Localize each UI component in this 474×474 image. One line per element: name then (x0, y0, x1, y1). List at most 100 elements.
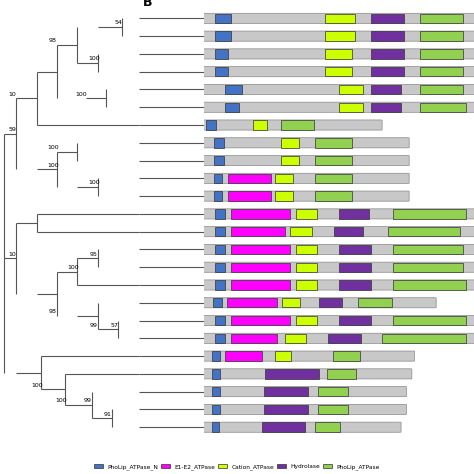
Bar (296, 245, 317, 254)
Text: •PcApt1: •PcApt1 (206, 120, 237, 129)
Bar (327, 369, 356, 379)
Bar (215, 280, 226, 290)
Bar (339, 316, 371, 325)
Bar (215, 31, 231, 41)
Bar (393, 280, 466, 290)
Bar (358, 298, 392, 308)
Bar (228, 173, 271, 183)
Text: 95: 95 (90, 252, 98, 256)
FancyBboxPatch shape (201, 369, 412, 379)
Text: ScDrs2: ScDrs2 (206, 138, 233, 147)
Bar (228, 191, 271, 201)
Bar (328, 334, 361, 343)
Bar (275, 191, 293, 201)
Bar (225, 351, 262, 361)
FancyBboxPatch shape (201, 387, 406, 397)
Bar (231, 245, 290, 254)
Text: 98: 98 (49, 38, 57, 43)
Bar (296, 263, 317, 272)
Bar (393, 245, 463, 254)
FancyBboxPatch shape (201, 298, 436, 308)
Text: 100: 100 (76, 91, 87, 97)
Bar (325, 31, 355, 41)
Text: NcApt3: NcApt3 (206, 191, 234, 201)
Bar (315, 191, 352, 201)
Bar (333, 351, 360, 361)
Bar (325, 49, 353, 59)
Bar (281, 120, 314, 130)
Bar (215, 67, 228, 76)
Bar (420, 14, 463, 23)
Bar (227, 298, 277, 308)
Bar (215, 209, 226, 219)
Bar (319, 298, 342, 308)
Bar (215, 49, 228, 59)
Text: B: B (143, 0, 152, 9)
FancyBboxPatch shape (201, 102, 474, 112)
Bar (339, 245, 371, 254)
Text: 57: 57 (110, 323, 118, 328)
Text: AnDnfC: AnDnfC (206, 227, 235, 236)
FancyBboxPatch shape (201, 404, 406, 414)
Bar (339, 280, 371, 290)
Bar (275, 173, 293, 183)
Bar (388, 227, 460, 237)
Bar (282, 298, 300, 308)
Bar (215, 227, 226, 237)
Text: MgApt4: MgApt4 (206, 298, 236, 307)
Text: MgApt3: MgApt3 (206, 405, 236, 414)
Bar (420, 67, 463, 76)
Text: 100: 100 (55, 398, 67, 403)
Bar (215, 14, 231, 23)
FancyBboxPatch shape (201, 245, 474, 255)
FancyBboxPatch shape (201, 13, 474, 23)
FancyBboxPatch shape (201, 280, 474, 290)
Text: 100: 100 (31, 383, 43, 388)
FancyBboxPatch shape (201, 155, 409, 165)
Bar (281, 156, 299, 165)
Bar (393, 263, 463, 272)
Bar (264, 387, 308, 396)
Bar (420, 102, 466, 112)
Bar (215, 316, 226, 325)
Bar (315, 138, 352, 147)
Text: 100: 100 (68, 265, 79, 270)
Text: ScDnf3: ScDnf3 (206, 210, 233, 219)
Bar (339, 209, 369, 219)
Bar (265, 369, 319, 379)
Bar (325, 67, 353, 76)
FancyBboxPatch shape (201, 67, 474, 77)
Bar (226, 102, 239, 112)
Text: AnDnfB: AnDnfB (206, 156, 235, 165)
Text: FgDnfC1: FgDnfC1 (206, 316, 238, 325)
Bar (264, 405, 308, 414)
Bar (231, 227, 285, 237)
FancyBboxPatch shape (201, 173, 409, 183)
Text: MgApt2: MgApt2 (206, 14, 236, 23)
FancyBboxPatch shape (201, 138, 409, 148)
Bar (371, 102, 401, 112)
Text: FgDnfA: FgDnfA (206, 32, 234, 41)
Bar (371, 67, 404, 76)
Bar (315, 156, 352, 165)
Bar (213, 298, 222, 308)
FancyBboxPatch shape (201, 316, 474, 326)
Bar (206, 120, 216, 130)
Bar (231, 316, 290, 325)
Bar (231, 334, 277, 343)
Bar (315, 173, 352, 183)
Text: NcApt1: NcApt1 (206, 263, 234, 272)
FancyBboxPatch shape (201, 351, 415, 361)
FancyBboxPatch shape (201, 84, 474, 94)
Bar (281, 138, 299, 147)
Bar (212, 405, 220, 414)
Text: ScNeo1: ScNeo1 (206, 352, 235, 361)
Bar (214, 173, 222, 183)
Text: 98: 98 (49, 310, 57, 314)
Bar (215, 263, 226, 272)
Text: ScDnf1: ScDnf1 (206, 85, 233, 94)
FancyBboxPatch shape (201, 209, 474, 219)
Text: 54: 54 (114, 20, 122, 26)
Text: ScDnf2: ScDnf2 (206, 103, 233, 112)
Text: 100: 100 (47, 145, 59, 150)
